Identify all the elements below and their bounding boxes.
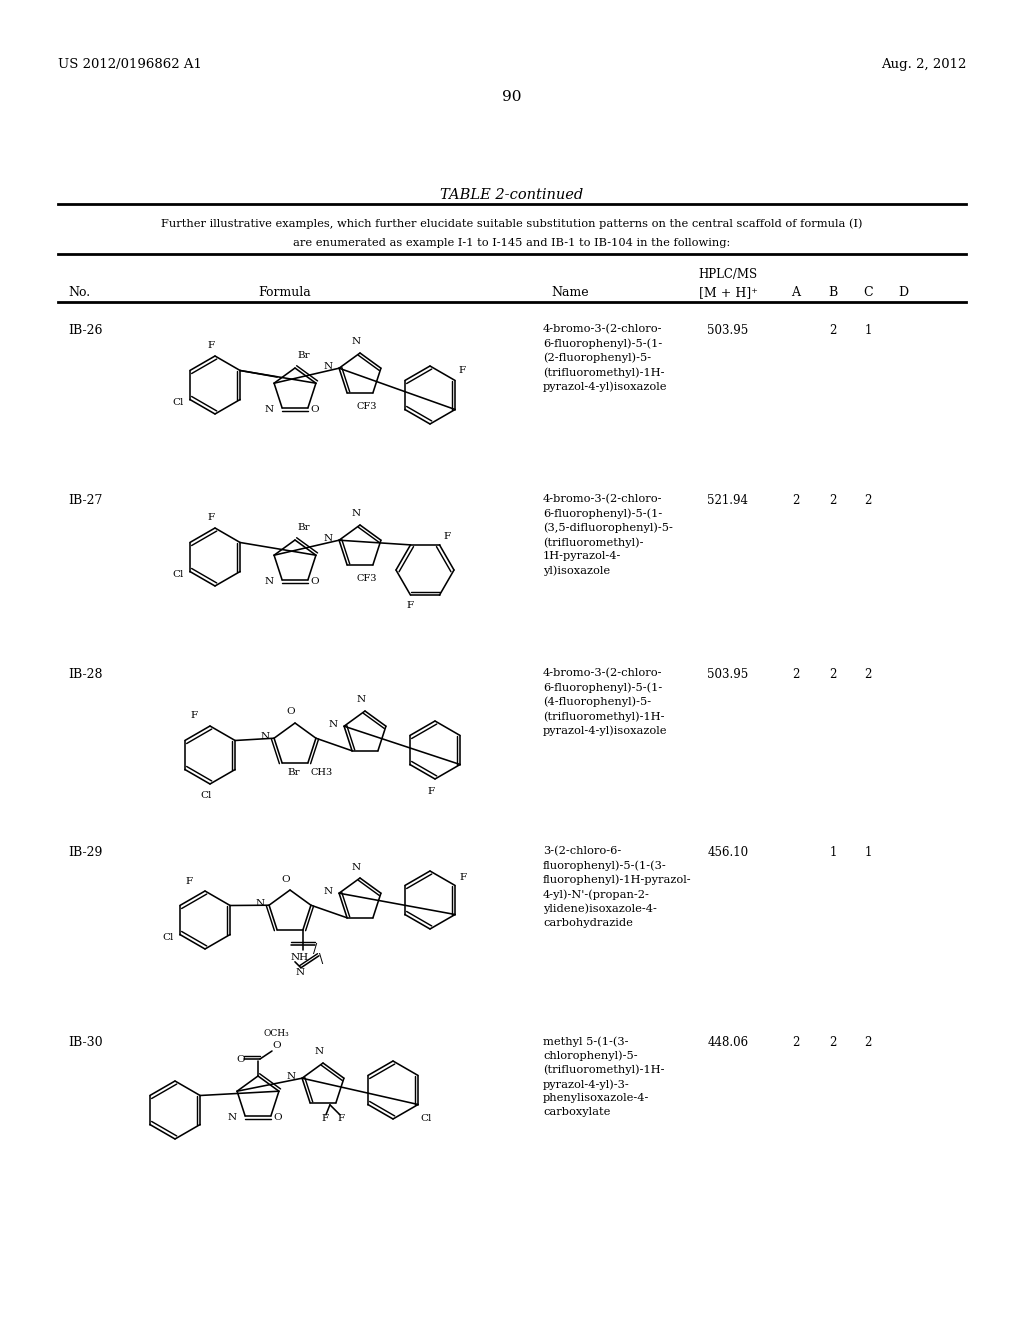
Text: F: F — [338, 1114, 345, 1123]
Text: O: O — [236, 1055, 245, 1064]
Text: 4-bromo-3-(2-chloro-
6-fluorophenyl)-5-(1-
(3,5-difluorophenyl)-5-
(trifluoromet: 4-bromo-3-(2-chloro- 6-fluorophenyl)-5-(… — [543, 494, 673, 576]
Text: 2: 2 — [793, 668, 800, 681]
Text: 2: 2 — [793, 494, 800, 507]
Text: 2: 2 — [829, 494, 837, 507]
Text: F: F — [208, 342, 215, 351]
Text: N: N — [324, 533, 332, 543]
Text: Br: Br — [288, 768, 301, 777]
Text: F: F — [208, 513, 215, 523]
Text: NH: NH — [291, 953, 309, 962]
Text: F: F — [458, 366, 465, 375]
Text: Further illustrative examples, which further elucidate suitable substitution pat: Further illustrative examples, which fur… — [161, 218, 863, 228]
Text: No.: No. — [68, 286, 90, 300]
Text: N: N — [328, 719, 337, 729]
Text: O: O — [273, 1113, 282, 1122]
Text: methyl 5-(1-(3-
chlorophenyl)-5-
(trifluoromethyl)-1H-
pyrazol-4-yl)-3-
phenylis: methyl 5-(1-(3- chlorophenyl)-5- (triflu… — [543, 1036, 665, 1117]
Text: N: N — [324, 362, 332, 371]
Text: TABLE 2-continued: TABLE 2-continued — [440, 187, 584, 202]
Text: 503.95: 503.95 — [708, 323, 749, 337]
Text: IB-27: IB-27 — [68, 494, 102, 507]
Text: IB-28: IB-28 — [68, 668, 102, 681]
Text: N: N — [314, 1048, 324, 1056]
Text: [M + H]⁺: [M + H]⁺ — [698, 286, 758, 300]
Text: 2: 2 — [793, 1036, 800, 1049]
Text: IB-26: IB-26 — [68, 323, 102, 337]
Text: F: F — [459, 873, 466, 882]
Text: Cl: Cl — [162, 933, 173, 942]
Text: Br: Br — [297, 524, 309, 532]
Text: 4-bromo-3-(2-chloro-
6-fluorophenyl)-5-(1-
(2-fluorophenyl)-5-
(trifluoromethyl): 4-bromo-3-(2-chloro- 6-fluorophenyl)-5-(… — [543, 323, 668, 392]
Text: 448.06: 448.06 — [708, 1036, 749, 1049]
Text: C: C — [863, 286, 872, 300]
Text: N: N — [351, 510, 360, 519]
Text: 4-bromo-3-(2-chloro-
6-fluorophenyl)-5-(1-
(4-fluorophenyl)-5-
(trifluoromethyl): 4-bromo-3-(2-chloro- 6-fluorophenyl)-5-(… — [543, 668, 668, 737]
Text: \: \ — [318, 953, 324, 966]
Text: 1: 1 — [864, 846, 871, 859]
Text: N: N — [351, 338, 360, 346]
Text: Cl: Cl — [172, 570, 183, 579]
Text: O: O — [310, 405, 318, 414]
Text: F: F — [322, 1114, 329, 1123]
Text: N: N — [260, 731, 269, 741]
Text: N: N — [286, 1072, 295, 1081]
Text: 2: 2 — [829, 668, 837, 681]
Text: A: A — [792, 286, 801, 300]
Text: F: F — [190, 711, 198, 721]
Text: O: O — [282, 874, 291, 883]
Text: N: N — [351, 862, 360, 871]
Text: B: B — [828, 286, 838, 300]
Text: CH3: CH3 — [311, 768, 333, 777]
Text: O: O — [287, 708, 295, 717]
Text: 521.94: 521.94 — [708, 494, 749, 507]
Text: 90: 90 — [502, 90, 522, 104]
Text: F: F — [407, 601, 414, 610]
Text: Br: Br — [297, 351, 309, 360]
Text: N: N — [324, 887, 332, 896]
Text: 2: 2 — [829, 1036, 837, 1049]
Text: are enumerated as example I-1 to I-145 and IB-1 to IB-104 in the following:: are enumerated as example I-1 to I-145 a… — [293, 238, 731, 248]
Text: F: F — [185, 876, 193, 886]
Text: 2: 2 — [864, 1036, 871, 1049]
Text: 1: 1 — [864, 323, 871, 337]
Text: Name: Name — [551, 286, 589, 300]
Text: D: D — [898, 286, 908, 300]
Text: N: N — [356, 696, 366, 705]
Text: Cl: Cl — [420, 1114, 431, 1123]
Text: N: N — [265, 405, 274, 414]
Text: /: / — [313, 944, 317, 956]
Text: N: N — [296, 969, 305, 977]
Text: F: F — [443, 532, 451, 541]
Text: N: N — [265, 577, 274, 586]
Text: 2: 2 — [864, 494, 871, 507]
Text: CF3: CF3 — [356, 403, 377, 412]
Text: 2: 2 — [864, 668, 871, 681]
Text: O: O — [272, 1040, 281, 1049]
Text: F: F — [427, 787, 434, 796]
Text: Aug. 2, 2012: Aug. 2, 2012 — [881, 58, 966, 71]
Text: N: N — [255, 899, 264, 908]
Text: US 2012/0196862 A1: US 2012/0196862 A1 — [58, 58, 202, 71]
Text: 3-(2-chloro-6-
fluorophenyl)-5-(1-(3-
fluorophenyl)-1H-pyrazol-
4-yl)-N'-(propan: 3-(2-chloro-6- fluorophenyl)-5-(1-(3- fl… — [543, 846, 691, 928]
Text: Cl: Cl — [172, 399, 183, 407]
Text: O: O — [310, 577, 318, 586]
Text: HPLC/MS: HPLC/MS — [698, 268, 758, 281]
Text: 1: 1 — [829, 846, 837, 859]
Text: 2: 2 — [829, 323, 837, 337]
Text: 503.95: 503.95 — [708, 668, 749, 681]
Text: OCH₃: OCH₃ — [264, 1028, 290, 1038]
Text: N: N — [228, 1113, 238, 1122]
Text: Cl: Cl — [201, 792, 212, 800]
Text: Formula: Formula — [259, 286, 311, 300]
Text: CF3: CF3 — [356, 574, 377, 583]
Text: IB-30: IB-30 — [68, 1036, 102, 1049]
Text: IB-29: IB-29 — [68, 846, 102, 859]
Text: 456.10: 456.10 — [708, 846, 749, 859]
